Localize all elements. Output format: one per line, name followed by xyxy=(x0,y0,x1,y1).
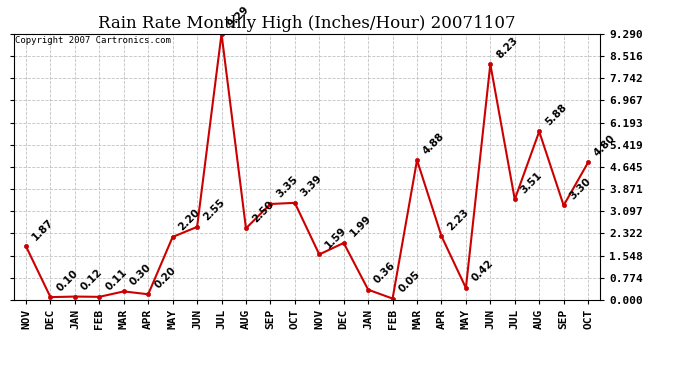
Text: 0.12: 0.12 xyxy=(79,267,104,292)
Text: 1.59: 1.59 xyxy=(324,225,348,250)
Text: 0.11: 0.11 xyxy=(104,267,129,292)
Text: 2.50: 2.50 xyxy=(250,199,275,224)
Text: 2.20: 2.20 xyxy=(177,207,202,233)
Text: 0.30: 0.30 xyxy=(128,262,153,287)
Text: 4.80: 4.80 xyxy=(592,133,618,158)
Title: Rain Rate Monthly High (Inches/Hour) 20071107: Rain Rate Monthly High (Inches/Hour) 200… xyxy=(98,15,516,32)
Text: 3.39: 3.39 xyxy=(299,174,324,199)
Text: 2.23: 2.23 xyxy=(446,207,471,232)
Text: 3.30: 3.30 xyxy=(568,176,593,201)
Text: Copyright 2007 Cartronics.com: Copyright 2007 Cartronics.com xyxy=(15,36,171,45)
Text: 1.87: 1.87 xyxy=(30,217,56,242)
Text: 4.88: 4.88 xyxy=(421,130,446,156)
Text: 0.36: 0.36 xyxy=(373,260,397,285)
Text: 0.10: 0.10 xyxy=(55,268,80,293)
Text: 5.88: 5.88 xyxy=(543,102,569,128)
Text: 3.35: 3.35 xyxy=(275,174,300,200)
Text: 0.20: 0.20 xyxy=(152,265,177,290)
Text: 1.99: 1.99 xyxy=(348,214,373,239)
Text: 2.55: 2.55 xyxy=(201,198,226,223)
Text: 0.42: 0.42 xyxy=(470,258,495,284)
Text: 9.29: 9.29 xyxy=(226,4,250,30)
Text: 8.23: 8.23 xyxy=(495,34,520,60)
Text: 3.51: 3.51 xyxy=(519,170,544,195)
Text: 0.05: 0.05 xyxy=(397,269,422,294)
